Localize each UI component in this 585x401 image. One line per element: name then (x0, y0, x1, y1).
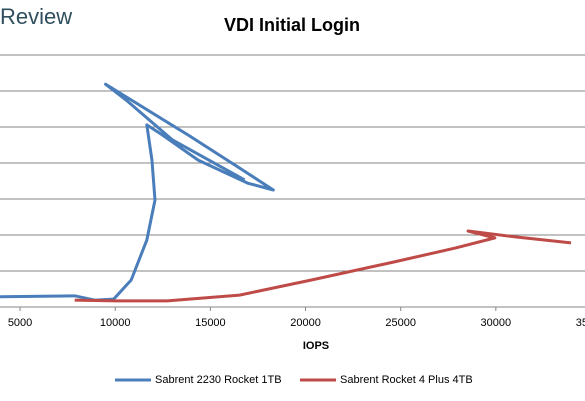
series-line (0, 82, 275, 302)
chart-title: VDI Initial Login (224, 15, 360, 35)
x-tick-label: 35000 (576, 317, 585, 329)
x-tick-label: 15000 (195, 317, 226, 329)
x-axis-label: IOPS (303, 340, 329, 352)
x-tick-label: 10000 (100, 317, 131, 329)
series-line (74, 229, 572, 303)
brand: Review (0, 4, 72, 29)
x-tick-label: 30000 (481, 317, 512, 329)
x-tick-label: 20000 (290, 317, 321, 329)
x-tick-label: 25000 (385, 317, 416, 329)
x-tick-label: 5000 (8, 317, 32, 329)
legend-label: Sabrent 2230 Rocket 1TB (155, 374, 282, 386)
legend-label: Sabrent Rocket 4 Plus 4TB (340, 374, 473, 386)
